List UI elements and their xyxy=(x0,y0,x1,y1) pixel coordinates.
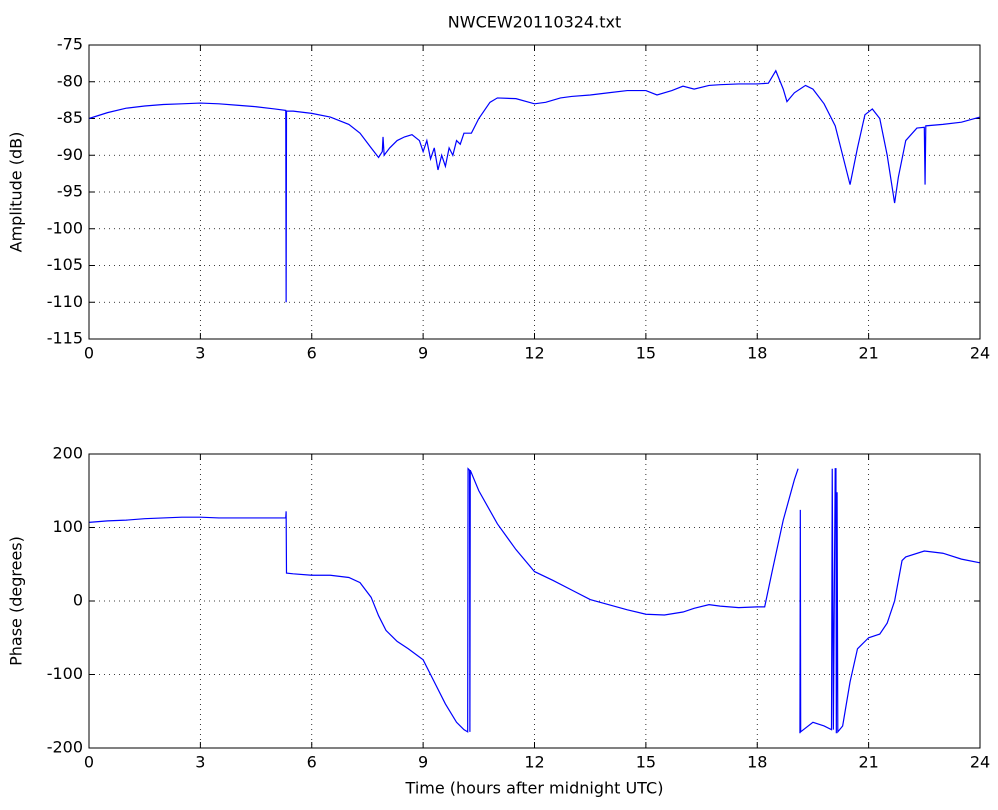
chart-title: NWCEW20110324.txt xyxy=(448,13,621,32)
x-tick-label: 0 xyxy=(84,753,94,772)
data-line xyxy=(88,69,981,303)
y-tick-label: -90 xyxy=(57,145,83,164)
y-tick-label: -200 xyxy=(47,738,83,757)
y-tick-label: -105 xyxy=(47,255,83,274)
x-tick-label: 24 xyxy=(970,753,990,772)
x-tick-label: 18 xyxy=(747,344,767,363)
axes-frame xyxy=(88,453,981,749)
y-tick-label: -95 xyxy=(57,182,83,201)
x-tick-label: 15 xyxy=(636,344,656,363)
data-line xyxy=(88,467,981,734)
x-tick-label: 21 xyxy=(858,344,878,363)
y-tick-label: -110 xyxy=(47,292,83,311)
x-tick-label: 21 xyxy=(858,753,878,772)
y-axis-label: Phase (degrees) xyxy=(7,536,26,666)
x-tick-label: 6 xyxy=(307,344,317,363)
x-tick-label: 6 xyxy=(307,753,317,772)
x-tick-label: 12 xyxy=(524,753,544,772)
y-tick-label: -100 xyxy=(47,218,83,237)
x-tick-label: 9 xyxy=(418,344,428,363)
y-axis-label: Amplitude (dB) xyxy=(7,132,26,253)
y-tick-label: -80 xyxy=(57,71,83,90)
x-tick-label: 12 xyxy=(524,344,544,363)
x-tick-label: 9 xyxy=(418,753,428,772)
x-tick-label: 0 xyxy=(84,344,94,363)
x-tick-label: 24 xyxy=(970,344,990,363)
x-axis-label: Time (hours after midnight UTC) xyxy=(405,779,664,798)
y-tick-label: 0 xyxy=(73,591,83,610)
y-tick-label: -85 xyxy=(57,108,83,127)
y-tick-label: -75 xyxy=(57,35,83,54)
x-tick-label: 3 xyxy=(195,753,205,772)
y-tick-label: 100 xyxy=(52,517,83,536)
axes-frame xyxy=(88,44,981,340)
x-tick-label: 15 xyxy=(636,753,656,772)
x-tick-label: 3 xyxy=(195,344,205,363)
y-tick-label: 200 xyxy=(52,444,83,463)
y-tick-label: -100 xyxy=(47,664,83,683)
y-tick-label: -115 xyxy=(47,329,83,348)
x-tick-label: 18 xyxy=(747,753,767,772)
